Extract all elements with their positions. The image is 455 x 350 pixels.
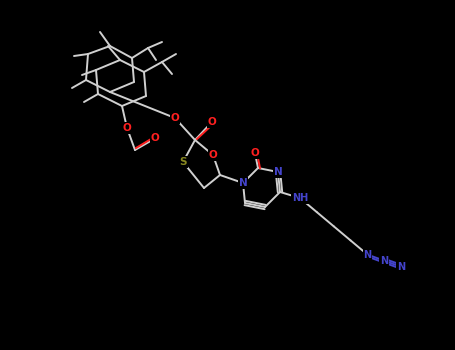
Text: S: S xyxy=(179,157,187,167)
Text: O: O xyxy=(171,113,179,123)
Text: O: O xyxy=(207,117,217,127)
Text: N: N xyxy=(273,167,283,177)
Text: O: O xyxy=(123,123,131,133)
Text: O: O xyxy=(209,150,217,160)
Text: O: O xyxy=(151,133,159,143)
Text: N: N xyxy=(380,256,389,266)
Text: N: N xyxy=(397,262,405,272)
Text: O: O xyxy=(251,148,259,158)
Text: N: N xyxy=(364,250,371,260)
Text: N: N xyxy=(238,178,248,188)
Text: NH: NH xyxy=(292,193,308,203)
